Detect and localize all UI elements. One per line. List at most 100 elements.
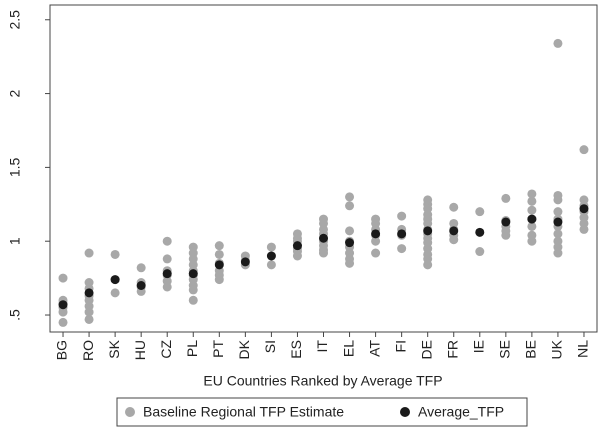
- regional-point: [58, 317, 68, 327]
- regional-point: [501, 230, 511, 240]
- regional-point: [214, 249, 224, 259]
- regional-point: [292, 251, 302, 261]
- regional-point: [162, 236, 172, 246]
- regional-point: [136, 263, 146, 273]
- x-tick-label: EL: [340, 340, 356, 357]
- regional-point: [527, 196, 537, 206]
- regional-point: [58, 307, 68, 317]
- plot-frame: [49, 4, 598, 333]
- regional-point: [553, 229, 563, 239]
- average-point: [579, 204, 589, 214]
- x-tick-label: DE: [418, 340, 434, 359]
- average-point: [292, 241, 302, 251]
- average-point: [188, 269, 198, 279]
- average-point: [423, 226, 433, 236]
- average-point: [319, 233, 328, 243]
- regional-point: [110, 288, 120, 298]
- x-tick-label: UK: [549, 339, 565, 359]
- average-point: [527, 214, 537, 224]
- average-point: [397, 229, 407, 239]
- regional-point: [345, 258, 355, 268]
- regional-point: [527, 221, 537, 231]
- y-tick-label: 1: [7, 237, 23, 245]
- regional-point: [501, 193, 511, 203]
- x-tick-label: HU: [132, 340, 148, 360]
- regional-point: [84, 248, 94, 258]
- regional-point: [110, 249, 120, 259]
- average-point: [266, 251, 276, 261]
- x-tick-label: RO: [80, 340, 96, 361]
- average-point: [162, 269, 172, 279]
- legend-label: Baseline Regional TFP Estimate: [143, 404, 344, 420]
- regional-point: [423, 260, 433, 270]
- regional-point: [397, 244, 407, 254]
- regional-point: [84, 314, 94, 324]
- regional-point: [162, 254, 172, 264]
- x-tick-label: FR: [444, 340, 460, 359]
- legend-label: Average_TFP: [418, 404, 504, 420]
- regional-point: [162, 282, 172, 292]
- average-point: [240, 257, 250, 267]
- x-axis-title: EU Countries Ranked by Average TFP: [203, 373, 442, 389]
- regional-point: [475, 247, 485, 257]
- x-tick-label: BE: [523, 340, 539, 359]
- average-point: [214, 260, 224, 270]
- x-tick-label: CZ: [158, 340, 174, 359]
- regional-point: [371, 236, 381, 246]
- regional-point: [214, 241, 224, 251]
- regional-point: [214, 275, 224, 285]
- average-point: [84, 288, 94, 298]
- legend-marker: [125, 407, 135, 417]
- regional-point: [553, 38, 563, 48]
- regional-point: [475, 207, 485, 217]
- regional-point: [188, 295, 198, 305]
- regional-point: [579, 224, 589, 234]
- x-tick-label: SK: [106, 339, 122, 358]
- average-point: [449, 226, 459, 236]
- regional-point: [319, 248, 328, 258]
- average-point: [345, 238, 355, 248]
- x-tick-label: PT: [210, 340, 226, 358]
- regional-point: [84, 307, 94, 317]
- regional-point: [449, 235, 459, 245]
- average-point: [58, 300, 68, 310]
- regional-point: [527, 189, 537, 199]
- regional-point: [553, 248, 563, 258]
- average-point: [110, 275, 120, 285]
- average-point: [136, 280, 146, 290]
- regional-point: [188, 285, 198, 295]
- regional-point: [345, 226, 355, 236]
- x-tick-label: IE: [470, 340, 486, 353]
- average-point: [475, 227, 485, 237]
- x-tick-label: NL: [575, 340, 591, 358]
- y-tick-label: 2.5: [7, 10, 23, 30]
- regional-point: [58, 273, 68, 283]
- regional-point: [527, 236, 537, 246]
- average-point: [501, 217, 511, 227]
- legend-marker: [400, 407, 410, 417]
- x-tick-label: BG: [54, 340, 70, 360]
- x-tick-label: FI: [392, 340, 408, 352]
- x-tick-label: SI: [262, 340, 278, 353]
- x-tick-label: AT: [366, 340, 382, 357]
- regional-point: [553, 207, 563, 217]
- regional-point: [266, 260, 276, 270]
- regional-point: [371, 248, 381, 258]
- x-tick-label: SE: [497, 340, 513, 359]
- regional-point: [553, 195, 563, 205]
- x-tick-label: IT: [314, 340, 330, 353]
- legend-box: [116, 397, 528, 427]
- y-tick-label: .5: [7, 309, 23, 321]
- y-tick-label: 2: [7, 89, 23, 97]
- regional-point: [266, 242, 276, 252]
- y-tick-label: 1.5: [7, 157, 23, 177]
- average-point: [553, 217, 563, 227]
- regional-point: [345, 201, 355, 211]
- regional-point: [397, 211, 407, 221]
- x-tick-label: PL: [184, 340, 200, 357]
- x-tick-label: ES: [288, 340, 304, 359]
- x-tick-label: DK: [236, 339, 252, 359]
- regional-point: [527, 205, 537, 215]
